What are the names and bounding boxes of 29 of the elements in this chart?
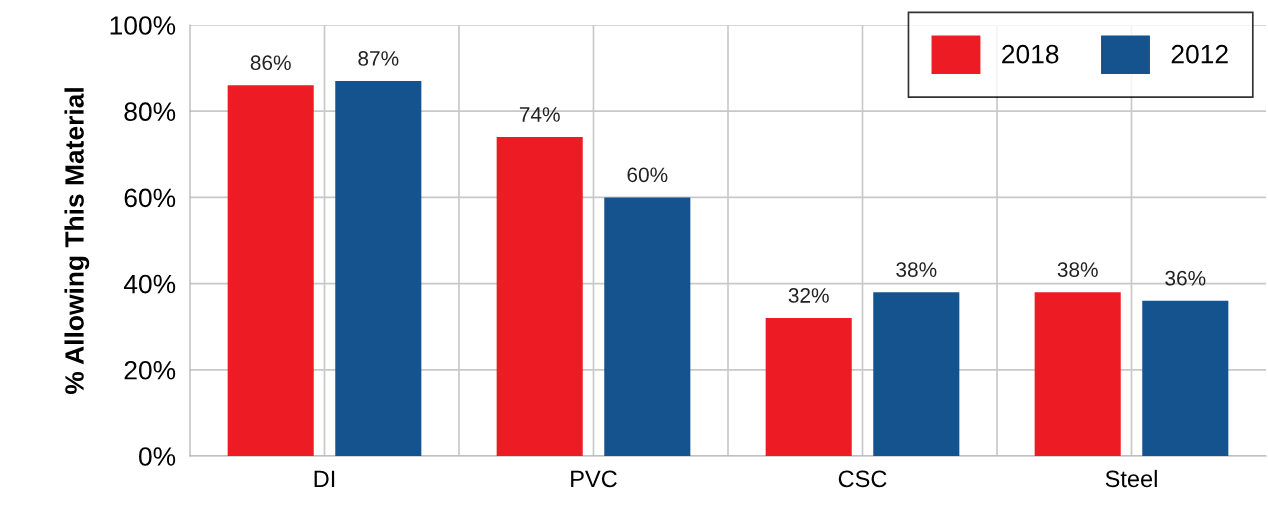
legend-label: 2012 <box>1171 44 1228 64</box>
data-label: 38% <box>1057 262 1098 277</box>
bar <box>496 137 583 456</box>
data-label: 60% <box>627 167 668 183</box>
x-tick-label: DI <box>314 470 335 487</box>
y-tick-label: 40% <box>123 274 176 294</box>
data-label: 87% <box>358 51 399 66</box>
y-tick-label: 60% <box>124 188 176 208</box>
bar <box>1034 292 1121 456</box>
bar <box>604 197 691 456</box>
y-axis-title: % Allowing This Material <box>64 88 90 395</box>
bar <box>765 318 852 456</box>
x-tick-label: PVC <box>571 470 617 488</box>
data-label: 38% <box>896 262 937 277</box>
y-tick-label: 0% <box>139 447 176 466</box>
bar <box>335 81 422 456</box>
bar <box>1142 300 1229 456</box>
data-label: 74% <box>519 107 560 122</box>
bar <box>227 85 314 456</box>
y-tick-label: 80% <box>124 102 176 122</box>
x-tick-label: Steel <box>1105 469 1157 488</box>
y-tick-label: 100% <box>110 16 176 35</box>
data-label: 36% <box>1165 270 1206 286</box>
bar <box>873 292 960 456</box>
data-label: 86% <box>250 55 291 71</box>
data-label: 32% <box>788 288 829 303</box>
y-tick-label: 20% <box>124 360 176 380</box>
x-tick-label: CSC <box>838 470 887 488</box>
legend-label: 2018 <box>1002 44 1059 64</box>
